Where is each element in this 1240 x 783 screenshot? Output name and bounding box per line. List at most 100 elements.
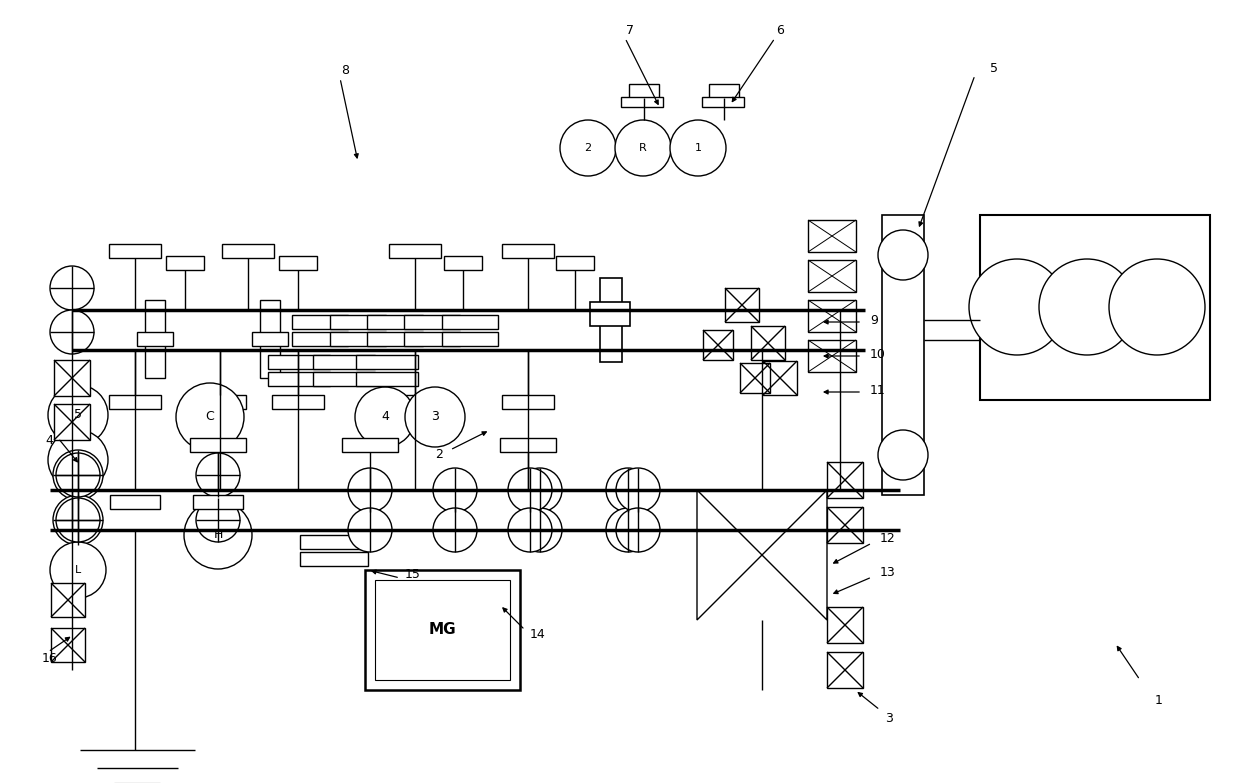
- Bar: [404, 315, 460, 329]
- Text: 8: 8: [341, 63, 348, 77]
- Circle shape: [433, 468, 477, 512]
- Bar: [441, 315, 498, 329]
- Bar: [444, 256, 482, 270]
- Bar: [330, 315, 386, 329]
- Text: 2: 2: [435, 449, 443, 461]
- Circle shape: [518, 468, 562, 512]
- Bar: [109, 395, 161, 409]
- Bar: [827, 507, 863, 543]
- Bar: [374, 580, 510, 680]
- Bar: [441, 332, 498, 346]
- Circle shape: [616, 468, 660, 512]
- Bar: [590, 302, 630, 326]
- Circle shape: [606, 508, 650, 552]
- Text: 5: 5: [74, 409, 82, 421]
- Circle shape: [48, 430, 108, 490]
- Text: MG: MG: [428, 622, 456, 637]
- Bar: [356, 372, 418, 386]
- Circle shape: [50, 542, 105, 598]
- Circle shape: [518, 508, 562, 552]
- Bar: [980, 215, 1210, 400]
- Bar: [330, 332, 386, 346]
- Bar: [55, 360, 91, 396]
- Bar: [312, 355, 374, 369]
- Bar: [342, 438, 398, 452]
- Text: 1: 1: [1154, 694, 1163, 706]
- Circle shape: [615, 120, 671, 176]
- Text: R: R: [639, 143, 647, 153]
- Text: L: L: [74, 565, 81, 575]
- Circle shape: [1039, 259, 1135, 355]
- Circle shape: [348, 468, 392, 512]
- Circle shape: [196, 453, 241, 497]
- Circle shape: [50, 266, 94, 310]
- Bar: [166, 256, 205, 270]
- Circle shape: [184, 501, 252, 569]
- Bar: [145, 300, 165, 378]
- Bar: [827, 462, 863, 498]
- Bar: [389, 244, 441, 258]
- Text: 2: 2: [584, 143, 591, 153]
- Text: 13: 13: [880, 566, 895, 579]
- Circle shape: [50, 310, 94, 354]
- Bar: [808, 220, 856, 252]
- Bar: [109, 244, 161, 258]
- Bar: [193, 495, 243, 509]
- Circle shape: [878, 430, 928, 480]
- Bar: [740, 363, 770, 393]
- Bar: [300, 552, 368, 566]
- Bar: [279, 256, 317, 270]
- Circle shape: [878, 230, 928, 280]
- Bar: [51, 628, 86, 662]
- Circle shape: [48, 385, 108, 445]
- Text: 14: 14: [529, 629, 546, 641]
- Bar: [190, 438, 246, 452]
- Bar: [404, 332, 460, 346]
- Bar: [808, 340, 856, 372]
- Text: 6: 6: [776, 23, 784, 37]
- Circle shape: [196, 498, 241, 542]
- Text: 9: 9: [870, 313, 878, 327]
- Bar: [703, 330, 733, 360]
- Bar: [882, 215, 924, 495]
- Bar: [55, 404, 91, 440]
- Text: C: C: [206, 410, 215, 424]
- Circle shape: [968, 259, 1065, 355]
- Bar: [629, 84, 658, 98]
- Text: 10: 10: [870, 348, 885, 362]
- Circle shape: [348, 508, 392, 552]
- Text: 4: 4: [45, 434, 53, 446]
- Bar: [268, 372, 330, 386]
- Bar: [110, 495, 160, 509]
- Bar: [222, 244, 274, 258]
- Bar: [268, 355, 330, 369]
- Polygon shape: [697, 490, 763, 620]
- Bar: [827, 607, 863, 643]
- Bar: [193, 395, 246, 409]
- Bar: [763, 361, 797, 395]
- Text: 12: 12: [880, 532, 895, 544]
- Text: 1: 1: [694, 143, 702, 153]
- Text: 5: 5: [990, 62, 998, 74]
- Bar: [291, 315, 348, 329]
- Bar: [252, 332, 288, 346]
- Text: 11: 11: [870, 384, 885, 396]
- Bar: [702, 97, 744, 107]
- Bar: [312, 372, 374, 386]
- Bar: [356, 355, 418, 369]
- Circle shape: [56, 453, 100, 497]
- Text: 15: 15: [405, 568, 420, 582]
- Circle shape: [1109, 259, 1205, 355]
- Text: 3: 3: [432, 410, 439, 424]
- Circle shape: [405, 387, 465, 447]
- Text: 4: 4: [381, 410, 389, 424]
- Circle shape: [433, 508, 477, 552]
- Bar: [365, 570, 520, 690]
- Circle shape: [560, 120, 616, 176]
- Bar: [709, 84, 739, 98]
- Text: 3: 3: [885, 712, 893, 724]
- Bar: [367, 332, 423, 346]
- Circle shape: [508, 508, 552, 552]
- Bar: [136, 332, 174, 346]
- Text: 16: 16: [42, 651, 58, 665]
